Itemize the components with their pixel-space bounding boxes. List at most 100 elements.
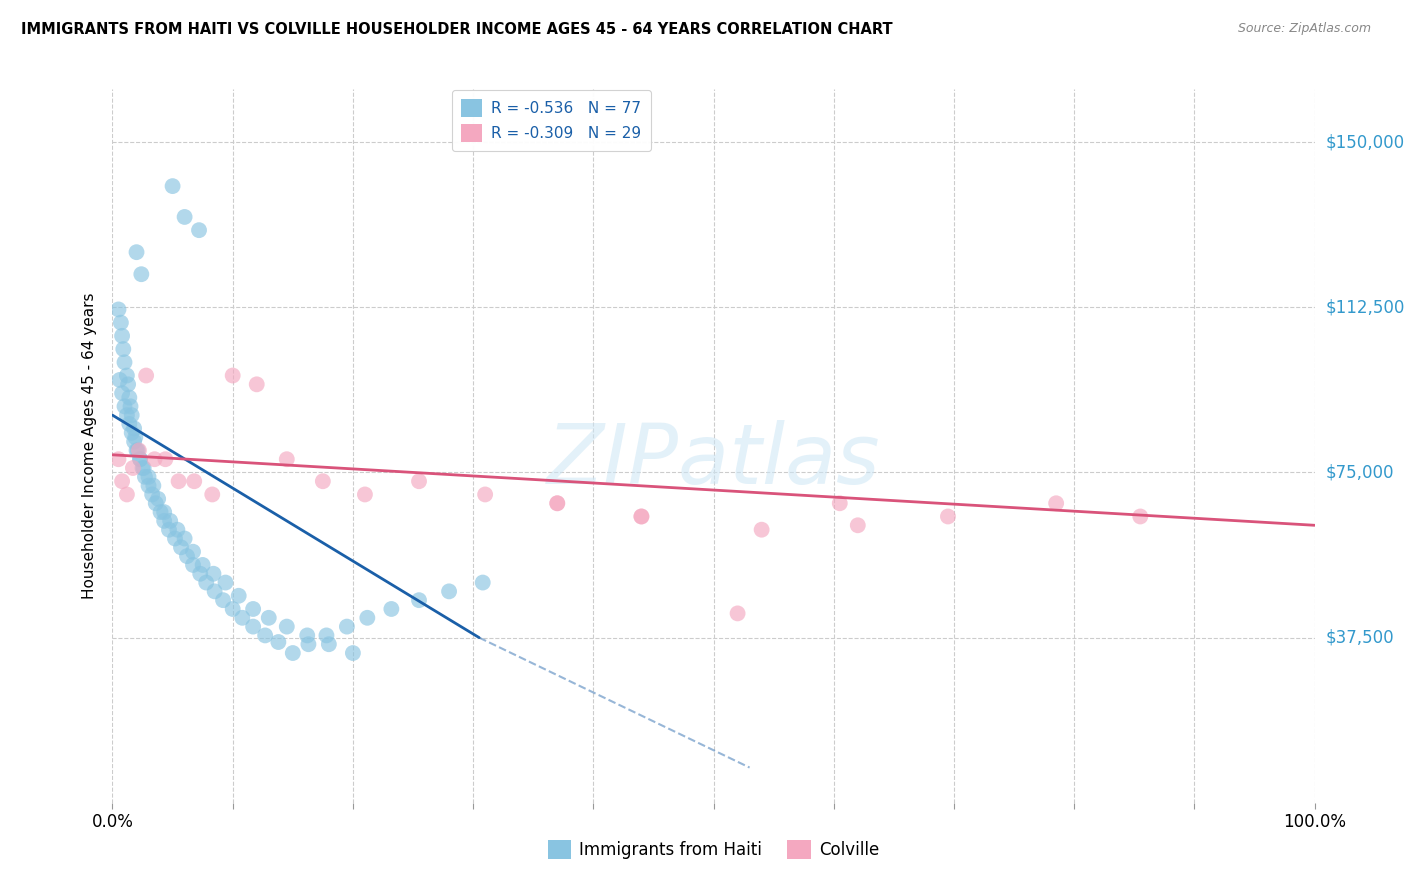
Point xyxy=(107,452,129,467)
Point xyxy=(297,628,319,642)
Point xyxy=(212,593,235,607)
Point xyxy=(246,377,269,392)
Point xyxy=(936,509,959,524)
Point xyxy=(131,267,153,281)
Point xyxy=(138,470,160,484)
Point xyxy=(111,475,134,489)
Point xyxy=(201,487,224,501)
Point xyxy=(155,452,177,467)
Text: $37,500: $37,500 xyxy=(1326,629,1395,647)
Point xyxy=(312,475,335,489)
Point xyxy=(188,566,211,581)
Point xyxy=(546,496,568,510)
Point xyxy=(408,475,430,489)
Point xyxy=(195,575,218,590)
Point xyxy=(107,302,129,317)
Point xyxy=(242,602,264,616)
Point xyxy=(254,628,277,642)
Point xyxy=(297,637,319,651)
Point xyxy=(1045,496,1067,510)
Point xyxy=(120,400,142,414)
Point xyxy=(242,619,264,633)
Point xyxy=(122,434,145,449)
Point xyxy=(281,646,304,660)
Point xyxy=(222,368,245,383)
Point xyxy=(630,509,652,524)
Point xyxy=(231,611,253,625)
Point xyxy=(356,611,378,625)
Point xyxy=(125,245,148,260)
Point xyxy=(114,355,136,369)
Point xyxy=(846,518,869,533)
Point xyxy=(143,452,166,467)
Point xyxy=(111,386,134,401)
Point xyxy=(630,509,652,524)
Point xyxy=(134,470,156,484)
Point xyxy=(157,523,180,537)
Point xyxy=(110,316,132,330)
Point xyxy=(354,487,377,501)
Point xyxy=(173,532,195,546)
Point xyxy=(181,545,204,559)
Point xyxy=(204,584,226,599)
Text: $150,000: $150,000 xyxy=(1326,133,1405,151)
Point xyxy=(214,575,236,590)
Point xyxy=(828,496,851,510)
Point xyxy=(135,368,157,383)
Point xyxy=(118,391,141,405)
Point xyxy=(132,461,155,475)
Point xyxy=(127,443,149,458)
Point xyxy=(176,549,198,563)
Point xyxy=(141,487,163,501)
Text: IMMIGRANTS FROM HAITI VS COLVILLE HOUSEHOLDER INCOME AGES 45 - 64 YEARS CORRELAT: IMMIGRANTS FROM HAITI VS COLVILLE HOUSEH… xyxy=(21,22,893,37)
Point xyxy=(117,377,139,392)
Point xyxy=(181,558,204,572)
Point xyxy=(122,421,145,435)
Point xyxy=(546,496,568,510)
Point xyxy=(129,452,152,467)
Point xyxy=(170,541,193,555)
Text: Source: ZipAtlas.com: Source: ZipAtlas.com xyxy=(1237,22,1371,36)
Point xyxy=(108,373,131,387)
Point xyxy=(163,532,186,546)
Point xyxy=(318,637,340,651)
Point xyxy=(166,523,188,537)
Point xyxy=(1129,509,1152,524)
Point xyxy=(146,491,169,506)
Point xyxy=(121,425,143,440)
Point xyxy=(115,368,138,383)
Point xyxy=(474,487,496,501)
Point xyxy=(138,478,160,492)
Point xyxy=(128,443,150,458)
Text: $75,000: $75,000 xyxy=(1326,464,1395,482)
Point xyxy=(228,589,250,603)
Point xyxy=(173,210,195,224)
Point xyxy=(342,646,364,660)
Point xyxy=(315,628,337,642)
Point xyxy=(112,342,135,356)
Point xyxy=(131,461,153,475)
Point xyxy=(153,514,176,528)
Point xyxy=(267,635,290,649)
Point xyxy=(118,417,141,431)
Point xyxy=(122,461,145,475)
Point xyxy=(129,452,152,467)
Point xyxy=(188,223,211,237)
Point xyxy=(145,496,167,510)
Point xyxy=(471,575,494,590)
Point xyxy=(162,179,184,194)
Point xyxy=(380,602,402,616)
Point xyxy=(149,505,172,519)
Text: ZIPatlas: ZIPatlas xyxy=(547,420,880,500)
Point xyxy=(114,400,136,414)
Point xyxy=(727,607,749,621)
Point xyxy=(125,443,148,458)
Point xyxy=(191,558,214,572)
Point xyxy=(115,408,138,422)
Point xyxy=(111,329,134,343)
Point xyxy=(408,593,430,607)
Point xyxy=(257,611,280,625)
Point xyxy=(276,619,298,633)
Point xyxy=(336,619,359,633)
Point xyxy=(153,505,176,519)
